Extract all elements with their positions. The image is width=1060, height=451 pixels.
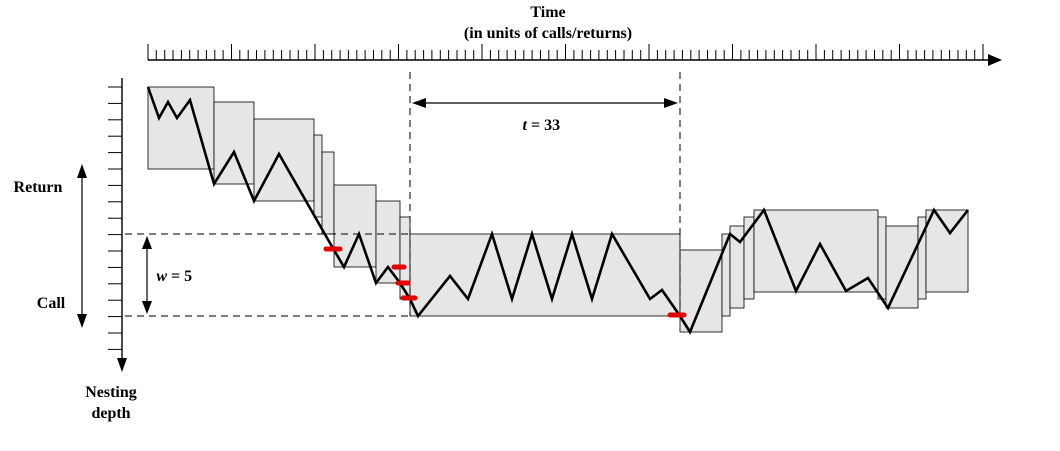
time-axis-title: Time <box>530 4 565 21</box>
depth-axis-ticks <box>108 86 122 350</box>
window-box <box>925 209 969 293</box>
window-box <box>313 134 323 218</box>
w-dimension: w = 5 <box>142 236 192 314</box>
overflow-markers <box>323 246 687 318</box>
call-arrowhead <box>77 314 87 328</box>
return-call-arrows <box>77 164 87 328</box>
return-label: Return <box>14 179 63 196</box>
return-arrowhead <box>77 164 87 178</box>
call-return-trace <box>146 86 970 335</box>
depth-axis <box>108 78 127 372</box>
guide-lines <box>125 72 681 317</box>
window-box <box>213 101 255 185</box>
time-axis-subtitle: (in units of calls/returns) <box>464 25 632 42</box>
t-variable: t <box>523 117 528 134</box>
time-axis-arrowhead <box>988 54 1002 66</box>
nesting-depth-label-line2: depth <box>91 405 130 422</box>
t-value: = 33 <box>531 117 560 134</box>
window-box <box>253 118 315 202</box>
t-right-arrowhead <box>664 98 678 108</box>
window-box <box>885 225 919 309</box>
time-axis <box>147 44 1002 66</box>
window-box <box>333 184 377 268</box>
w-bottom-arrowhead <box>142 301 152 314</box>
window-box <box>375 200 401 284</box>
call-label: Call <box>37 295 66 312</box>
depth-axis-arrowhead <box>117 358 127 372</box>
w-value: = 5 <box>171 268 192 285</box>
nesting-depth-label-line1: Nesting <box>85 384 137 401</box>
time-axis-ticks <box>147 44 984 60</box>
window-box <box>147 86 215 170</box>
w-top-arrowhead <box>142 236 152 249</box>
t-dimension: t = 33 <box>412 98 678 134</box>
t-left-arrowhead <box>412 98 426 108</box>
window-box <box>679 249 723 333</box>
w-variable: w <box>156 268 167 285</box>
window-box <box>877 216 887 300</box>
window-box <box>321 151 335 235</box>
